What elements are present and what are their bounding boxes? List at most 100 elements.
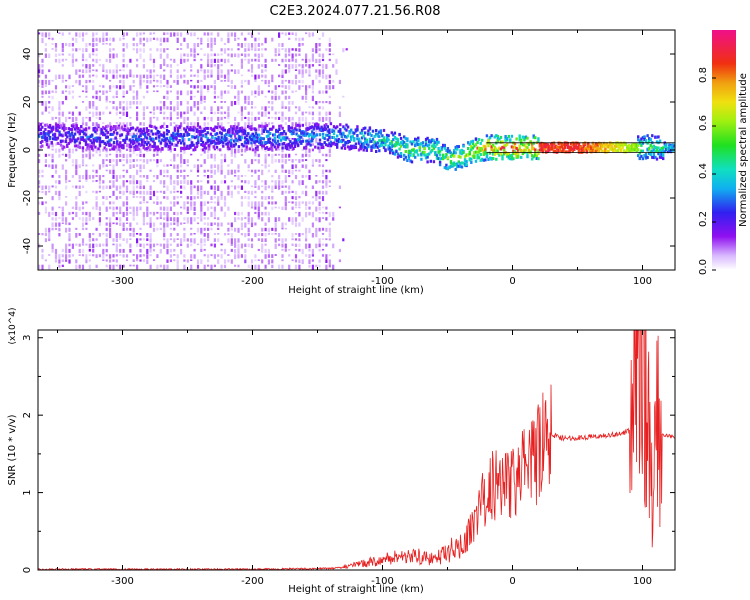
spectrogram-cell — [274, 116, 277, 120]
spectrogram-ridge-cell — [192, 128, 195, 132]
spectrogram-ridge-cell — [265, 124, 269, 128]
spectrogram-ridge-cell — [284, 144, 287, 148]
spectrogram-cell — [166, 222, 169, 228]
spectrogram-ridge-cell — [231, 131, 234, 135]
spectrogram-cell — [68, 248, 71, 253]
spectrogram-ridge-cell — [254, 131, 258, 135]
spectrogram-ridge-cell — [577, 145, 581, 148]
spectrogram-ridge-cell — [201, 144, 205, 148]
spectrogram-cell — [71, 159, 74, 164]
spectrogram-ridge-cell — [443, 166, 446, 170]
spectrogram-ridge-cell — [144, 131, 147, 135]
spectrogram-cell — [274, 180, 277, 186]
spectrogram-cell — [321, 164, 325, 168]
spectrogram-ridge-cell — [582, 148, 585, 152]
spectrogram-cell — [146, 90, 149, 94]
spectrogram-cell — [112, 101, 115, 104]
spectrogram-cell — [210, 138, 213, 142]
spectrogram-cell — [250, 159, 254, 165]
spectrogram-cell — [61, 254, 64, 258]
spectrogram-cell — [122, 248, 125, 253]
spectrogram-ridge-cell — [507, 134, 510, 138]
spectrogram-cell — [325, 175, 328, 180]
spectrogram-ridge-cell — [45, 132, 49, 136]
spectrogram-cell — [125, 201, 129, 206]
spectrogram-cell — [180, 222, 183, 225]
spectrogram-ridge-cell — [55, 126, 58, 130]
spectrogram-cell — [281, 85, 284, 88]
spectrogram-ridge-cell — [63, 123, 66, 127]
spectrogram-cell — [105, 227, 108, 232]
spectrogram-ridge-cell — [45, 143, 49, 147]
spectrogram-cell — [68, 153, 71, 159]
spectrogram-ridge-cell — [563, 150, 567, 154]
spectrogram-ridge-cell — [468, 150, 471, 154]
spectrogram-cell — [163, 175, 166, 178]
spectrogram-ridge-cell — [137, 138, 141, 142]
spectrogram-ridge-cell — [189, 144, 192, 148]
spectrogram-cell — [311, 143, 314, 146]
spectrogram-cell — [54, 74, 58, 80]
spectrogram-ridge-cell — [98, 140, 102, 144]
spectrogram-cell — [294, 264, 298, 270]
spectrogram-ridge-cell — [141, 143, 144, 147]
spectrogram-ridge-cell — [526, 152, 529, 156]
spectrogram-ridge-cell — [420, 152, 423, 156]
spectrogram-cell — [71, 254, 74, 257]
spectrogram-cell — [122, 159, 125, 161]
spectrogram-cell — [227, 238, 230, 243]
spectrogram-ridge-cell — [660, 152, 663, 156]
spectrogram-cell — [247, 243, 250, 248]
spectrogram-ridge-cell — [325, 133, 328, 137]
spectrogram-ridge-cell — [194, 136, 197, 140]
spectrogram-cell — [237, 148, 240, 154]
spectrogram-cell — [207, 206, 210, 211]
spectrogram-cell — [254, 222, 257, 226]
spectrogram-cell — [257, 74, 260, 79]
spectrogram-ridge-cell — [175, 137, 178, 141]
spectrogram-ridge-cell — [42, 136, 46, 140]
spectrogram-cell — [298, 233, 301, 237]
spectrogram-ridge-cell — [63, 126, 66, 130]
spectrogram-ridge-cell — [144, 147, 147, 151]
spectrogram-cell — [308, 259, 311, 264]
spectrogram-ridge-cell — [325, 127, 328, 131]
spectrogram-ridge-cell — [518, 138, 521, 142]
spectrogram-cell — [213, 254, 216, 259]
spectrogram-ridge-cell — [44, 138, 47, 141]
spectrogram-ridge-cell — [424, 156, 428, 160]
spectrogram-cell — [44, 79, 47, 85]
spectrogram-ridge-cell — [247, 139, 250, 143]
colorbar-tick-label: 0.8 — [698, 67, 709, 83]
spectrogram-cell — [125, 159, 129, 164]
spectrogram-cell — [71, 111, 74, 116]
spectrogram-ridge-cell — [222, 128, 225, 132]
spectrogram-cell — [291, 233, 294, 238]
spectrogram-ridge-cell — [250, 134, 253, 138]
spectrogram-cell — [261, 201, 264, 207]
spectrogram-cell — [38, 233, 41, 235]
spectrogram-ridge-cell — [473, 144, 476, 148]
spectrogram-cell — [122, 53, 125, 58]
snr-series-line — [38, 330, 675, 570]
spectrogram-cell — [125, 64, 129, 68]
spectrogram-cell — [278, 111, 281, 114]
spectrogram-cell — [234, 85, 237, 89]
spectrogram-cell — [51, 37, 54, 41]
spectrogram-cell — [298, 79, 301, 84]
spectrogram-cell — [163, 127, 166, 129]
spectrogram-cell — [112, 264, 115, 270]
spectrogram-cell — [200, 227, 203, 234]
spectrogram-cell — [146, 85, 149, 89]
spectrogram-cell — [159, 53, 162, 59]
spectrogram-cell — [305, 238, 308, 242]
spectrogram-cell — [166, 79, 169, 85]
spectrogram-cell — [223, 248, 227, 255]
spectrogram-cell — [81, 238, 85, 244]
spectrogram-ridge-cell — [289, 129, 292, 133]
spectrogram-cell — [149, 53, 152, 59]
spectrogram-cell — [48, 143, 51, 147]
spectrogram-cell — [163, 122, 166, 126]
spectrogram-cell — [146, 201, 149, 204]
spectrogram-cell — [321, 169, 325, 175]
